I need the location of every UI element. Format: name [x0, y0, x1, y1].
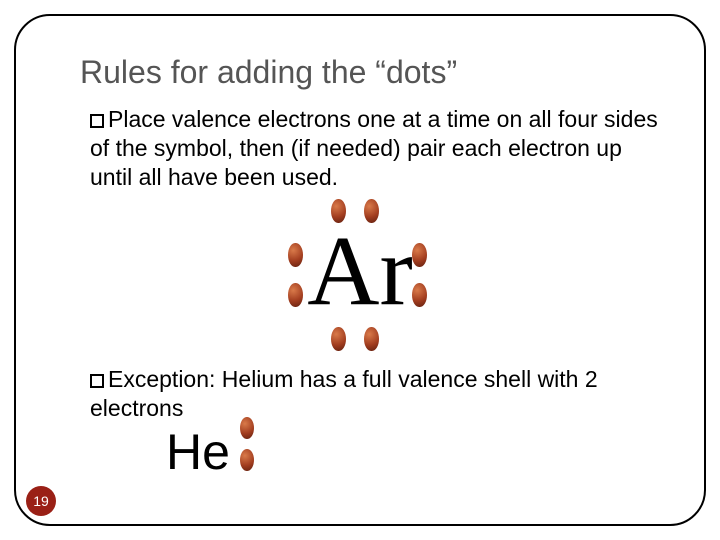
electron-dot: [364, 199, 379, 223]
helium-symbol: He: [166, 423, 230, 481]
bullet-1: Place valence electrons one at a time on…: [90, 105, 664, 191]
slide-number-badge: 19: [26, 486, 56, 516]
argon-symbol: Ar: [307, 221, 413, 321]
electron-dot: [412, 283, 427, 307]
electron-dot: [331, 327, 346, 351]
bullet-icon: [90, 374, 104, 388]
bullet-icon: [90, 114, 104, 128]
helium-lewis-diagram: He: [166, 423, 326, 483]
slide-frame: Rules for adding the “dots” Place valenc…: [14, 14, 706, 526]
electron-dot: [240, 417, 254, 439]
electron-dot: [364, 327, 379, 351]
slide-number: 19: [33, 493, 49, 509]
argon-lewis-diagram: Ar: [260, 195, 460, 355]
electron-dot: [412, 243, 427, 267]
slide: Rules for adding the “dots” Place valenc…: [0, 0, 720, 540]
bullet-1-text: Place valence electrons one at a time on…: [90, 106, 658, 190]
electron-dot: [240, 449, 254, 471]
electron-dot: [288, 243, 303, 267]
bullet-2-prefix: Exception:: [108, 366, 215, 392]
bullet-2: Exception: Helium has a full valence she…: [90, 365, 664, 423]
electron-dot: [331, 199, 346, 223]
slide-title: Rules for adding the “dots”: [80, 54, 664, 91]
electron-dot: [288, 283, 303, 307]
